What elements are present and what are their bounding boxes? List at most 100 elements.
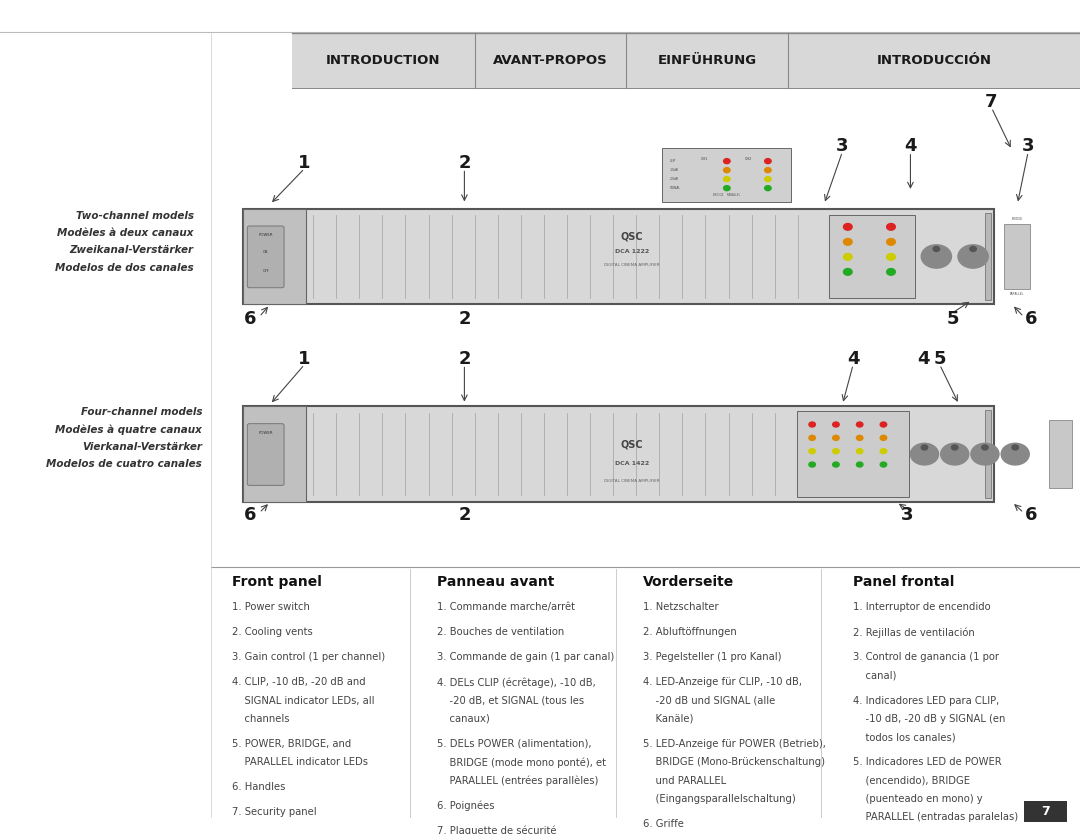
Circle shape [933,247,940,252]
FancyBboxPatch shape [1024,801,1067,822]
Text: -20 dB und SIGNAL (alle: -20 dB und SIGNAL (alle [643,696,774,706]
Text: channels: channels [232,714,289,724]
Text: -10 dB, -20 dB y SIGNAL (en: -10 dB, -20 dB y SIGNAL (en [853,714,1005,724]
Text: POWER: POWER [258,431,273,435]
Text: 4. DELs CLIP (écrêtage), -10 dB,: 4. DELs CLIP (écrêtage), -10 dB, [437,677,596,688]
Text: 7. Security panel: 7. Security panel [232,807,316,817]
Text: 1: 1 [298,153,311,172]
Text: OFF: OFF [262,269,269,273]
Text: 5. POWER, BRIDGE, and: 5. POWER, BRIDGE, and [232,739,351,749]
Text: DIGITAL CINEMA AMPLIFIER: DIGITAL CINEMA AMPLIFIER [604,479,660,483]
Text: 2. Cooling vents: 2. Cooling vents [232,627,313,637]
Text: 7. Plaquette de sécurité: 7. Plaquette de sécurité [437,826,557,834]
Text: Panneau avant: Panneau avant [437,575,555,590]
FancyBboxPatch shape [662,148,791,202]
FancyBboxPatch shape [247,424,284,485]
Text: 2. Rejillas de ventilación: 2. Rejillas de ventilación [853,627,975,638]
Text: INTRODUCTION: INTRODUCTION [326,54,441,67]
Text: 2: 2 [458,349,471,368]
Text: AVANT-PROPOS: AVANT-PROPOS [494,54,608,67]
Circle shape [856,462,863,467]
Circle shape [809,449,815,454]
Text: 2: 2 [458,153,471,172]
Text: Four-channel models
Modèles à quatre canaux
Vierkanal-Verstärker
Modelos de cuat: Four-channel models Modèles à quatre can… [46,407,202,469]
Text: 5. Indicadores LED de POWER: 5. Indicadores LED de POWER [853,757,1002,767]
Text: QSC: QSC [621,232,643,242]
Text: 3: 3 [1022,137,1035,155]
FancyBboxPatch shape [243,208,994,304]
Text: BRIDGE: BRIDGE [1012,217,1023,221]
Circle shape [833,422,839,427]
Circle shape [843,269,852,275]
Text: SIGNAL: SIGNAL [670,186,680,190]
Circle shape [843,239,852,245]
Text: 6: 6 [1025,506,1038,525]
Circle shape [843,224,852,230]
Circle shape [887,269,895,275]
Circle shape [724,186,730,191]
Text: PARALLEL: PARALLEL [1010,292,1025,296]
Circle shape [971,444,999,465]
Text: CH2: CH2 [745,157,753,161]
FancyBboxPatch shape [243,406,994,502]
Text: 4: 4 [917,349,930,368]
Text: 2. Bouches de ventilation: 2. Bouches de ventilation [437,627,565,637]
Text: DCA 1422: DCA 1422 [615,461,649,466]
Circle shape [921,445,928,450]
FancyBboxPatch shape [788,33,1080,88]
Circle shape [880,449,887,454]
Circle shape [809,435,815,440]
Text: 1. Power switch: 1. Power switch [232,602,310,612]
Text: 2: 2 [458,310,471,329]
Text: und PARALLEL: und PARALLEL [643,776,726,786]
FancyBboxPatch shape [247,226,284,288]
Circle shape [843,254,852,260]
Circle shape [833,462,839,467]
FancyBboxPatch shape [243,208,306,304]
Circle shape [1001,444,1029,465]
FancyBboxPatch shape [985,213,991,300]
Text: 7: 7 [985,93,998,111]
Circle shape [856,449,863,454]
Text: Kanäle): Kanäle) [643,714,693,724]
Text: 6: 6 [1025,310,1038,329]
Text: 6. Handles: 6. Handles [232,782,285,792]
Text: 3: 3 [901,506,914,525]
Text: canaux): canaux) [437,714,490,724]
Text: INTRODUCCIÓN: INTRODUCCIÓN [877,54,991,67]
Circle shape [724,158,730,163]
Text: PARALLEL (entradas paralelas): PARALLEL (entradas paralelas) [853,812,1018,822]
Circle shape [1012,445,1018,450]
FancyBboxPatch shape [475,33,626,88]
Circle shape [809,462,815,467]
Text: CH1: CH1 [700,157,707,161]
Circle shape [921,245,951,269]
Text: todos los canales): todos los canales) [853,732,956,742]
Text: Front panel: Front panel [232,575,322,590]
Circle shape [724,177,730,182]
Circle shape [809,422,815,427]
Circle shape [910,444,939,465]
Text: 5. LED-Anzeige für POWER (Betrieb),: 5. LED-Anzeige für POWER (Betrieb), [643,739,825,749]
Text: -10dB: -10dB [670,168,678,172]
Text: (puenteado en mono) y: (puenteado en mono) y [853,794,983,804]
Text: DCA 1222: DCA 1222 [615,249,649,254]
FancyBboxPatch shape [985,410,991,498]
Circle shape [765,177,771,182]
Circle shape [880,422,887,427]
Text: DIGITAL CINEMA AMPLIFIER: DIGITAL CINEMA AMPLIFIER [604,263,660,267]
Circle shape [856,422,863,427]
Text: PARALLEL indicator LEDs: PARALLEL indicator LEDs [232,757,368,767]
Text: Vorderseite: Vorderseite [643,575,733,590]
Text: 2. Abluftöffnungen: 2. Abluftöffnungen [643,627,737,637]
FancyBboxPatch shape [292,33,475,88]
FancyBboxPatch shape [829,215,915,298]
Text: (encendido), BRIDGE: (encendido), BRIDGE [853,776,970,786]
FancyBboxPatch shape [1049,420,1072,488]
Circle shape [833,435,839,440]
Text: SIGNAL indicator LEDs, all: SIGNAL indicator LEDs, all [232,696,375,706]
Text: 4: 4 [847,349,860,368]
Circle shape [724,168,730,173]
Text: (Eingangsparallelschaltung): (Eingangsparallelschaltung) [643,794,795,804]
Circle shape [765,186,771,191]
